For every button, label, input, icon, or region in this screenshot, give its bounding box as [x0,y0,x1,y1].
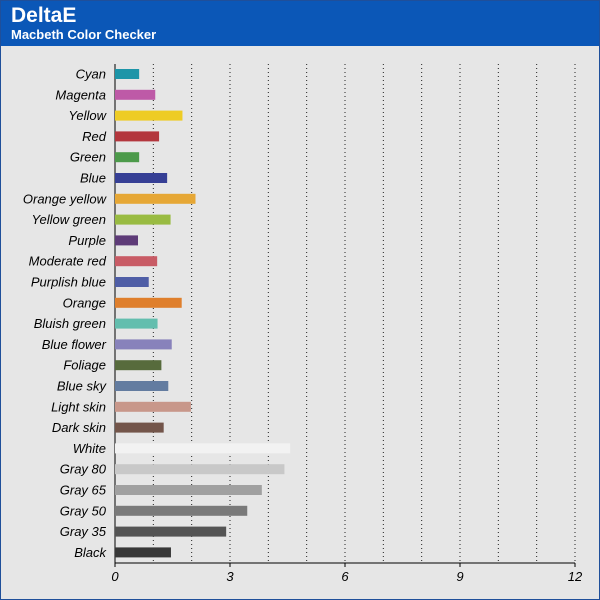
category-label: Gray 35 [60,524,107,539]
category-label: Dark skin [52,420,106,435]
x-tick-label: 9 [456,569,463,584]
x-tick-label: 6 [341,569,349,584]
category-label: Orange [63,295,106,310]
category-label: Gray 50 [60,503,107,518]
bar [115,89,156,100]
bar [115,131,160,142]
bar [115,526,227,537]
bar [115,485,262,495]
category-label: Moderate red [29,254,107,269]
category-label: Bluish green [34,316,106,331]
category-label: Gray 65 [60,483,107,498]
category-label: Blue sky [57,379,108,394]
bar [115,69,140,79]
chart-subtitle: Macbeth Color Checker [11,27,157,42]
category-label: Light skin [51,399,106,414]
category-label: Green [70,150,106,165]
bar [115,193,196,204]
bar [115,339,172,350]
bar [115,173,168,183]
category-label: Black [74,545,107,560]
category-label: White [73,441,106,456]
bar [115,360,162,371]
category-label: Gray 80 [60,462,107,477]
bar [115,110,183,121]
plot-area [115,64,575,563]
category-label: Orange yellow [23,191,108,206]
bar [115,443,291,454]
bar [115,505,248,516]
x-tick-label: 0 [111,569,119,584]
x-tick-label: 12 [568,569,583,584]
chart-header: DeltaE Macbeth Color Checker [1,1,599,46]
bar [115,256,158,267]
bar [115,152,140,163]
bar [115,422,164,433]
category-label: Purple [68,233,106,248]
bar [115,318,158,329]
chart-title: DeltaE [11,4,77,27]
bar [115,464,285,475]
category-label: Yellow [68,108,107,123]
bar [115,214,171,225]
category-label: Magenta [55,87,106,102]
bar [115,547,171,558]
bar [115,381,169,391]
category-label: Yellow green [32,212,106,227]
category-label: Blue [80,171,106,186]
bar [115,277,149,287]
bar [115,401,191,412]
category-label: Purplish blue [31,275,106,290]
category-label: Red [82,129,107,144]
bar [115,297,182,308]
category-label: Foliage [63,358,106,373]
category-label: Blue flower [42,337,107,352]
x-tick-label: 3 [226,569,234,584]
bar [115,235,138,246]
category-label: Cyan [76,67,106,82]
